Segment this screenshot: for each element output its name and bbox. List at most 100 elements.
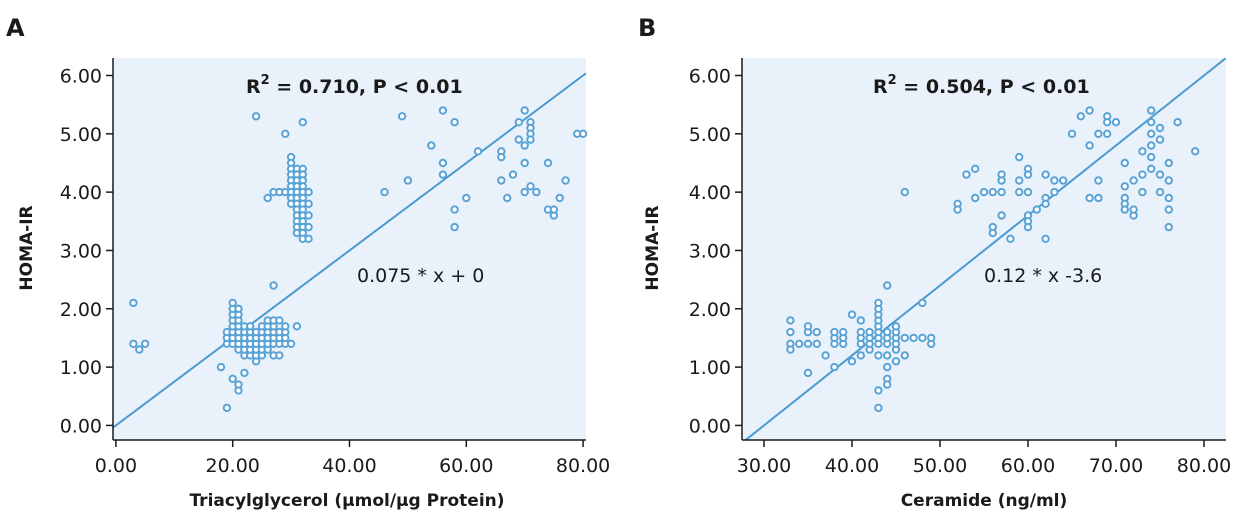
scatter-point xyxy=(1050,176,1059,185)
scatter-point xyxy=(246,322,255,331)
scatter-point xyxy=(1111,118,1121,127)
scatter-point xyxy=(830,362,839,372)
scatter-point xyxy=(856,327,865,337)
scatter-point xyxy=(240,368,249,378)
scatter-point xyxy=(1103,129,1112,139)
scatter-point xyxy=(1164,176,1174,185)
scatter-point xyxy=(1015,187,1024,197)
scatter-point xyxy=(997,187,1006,197)
y-axis-title-a: HOMA-IR xyxy=(17,205,37,290)
scatter-point xyxy=(281,322,290,331)
scatter-point xyxy=(874,298,883,308)
scatter-point xyxy=(1120,158,1130,168)
x-tick-label: 20.00 xyxy=(206,455,260,477)
x-tick-label: 30.00 xyxy=(737,455,791,477)
scatter-points-b xyxy=(786,106,1200,413)
scatter-point xyxy=(1155,187,1165,197)
scatter-point xyxy=(1173,118,1182,127)
scatter-point xyxy=(1032,205,1042,214)
scatter-point xyxy=(786,345,795,354)
scatter-point xyxy=(450,118,459,127)
scatter-point xyxy=(883,327,892,337)
scatter-point xyxy=(1050,187,1059,197)
scatter-point xyxy=(438,106,448,115)
scatter-point xyxy=(286,339,296,348)
scatter-point xyxy=(514,135,523,144)
scatter-point xyxy=(129,298,138,308)
x-tick-label: 40.00 xyxy=(825,455,879,477)
scatter-point xyxy=(1023,222,1033,232)
scatter-point xyxy=(1164,158,1174,168)
scatter-point xyxy=(497,176,506,185)
scatter-point xyxy=(874,351,883,360)
scatter-point xyxy=(812,327,821,337)
y-tick-label: 1.00 xyxy=(689,357,731,379)
scatter-point xyxy=(1129,205,1138,214)
annotation-prefix-b: R xyxy=(873,76,888,98)
panel-label-a: A xyxy=(6,14,25,42)
scatter-point xyxy=(1147,118,1156,127)
scatter-point xyxy=(1094,129,1103,139)
y-tick-label: 4.00 xyxy=(689,182,731,204)
scatter-point xyxy=(803,322,813,331)
scatter-point xyxy=(462,193,471,203)
scatter-point xyxy=(561,176,570,185)
scatter-point xyxy=(900,351,909,360)
scatter-point xyxy=(543,158,553,168)
x-tick-label: 40.00 xyxy=(322,455,376,477)
scatter-point xyxy=(883,281,892,290)
scatter-point xyxy=(1164,205,1174,214)
scatter-point xyxy=(1094,176,1103,185)
y-tick-label: 5.00 xyxy=(60,124,102,146)
scatter-point xyxy=(228,298,237,308)
y-tick-label: 3.00 xyxy=(60,240,102,262)
fit-line-layer-b xyxy=(744,58,1226,440)
scatter-point xyxy=(1094,193,1103,203)
scatter-point xyxy=(803,368,813,378)
scatter-point xyxy=(298,118,307,127)
panel-label-b: B xyxy=(638,14,656,42)
scatter-point xyxy=(304,187,313,197)
equation-label-a: 0.075 * x + 0 xyxy=(357,265,484,287)
x-tick-label: 50.00 xyxy=(913,455,967,477)
annotation-sup-b: 2 xyxy=(888,73,897,88)
fit-line-a xyxy=(113,72,586,429)
scatter-point xyxy=(275,316,284,325)
x-tick-label: 0.00 xyxy=(95,455,137,477)
scatter-point xyxy=(979,187,989,197)
scatter-point xyxy=(962,170,971,179)
scatter-point xyxy=(1164,222,1174,232)
scatter-point xyxy=(514,118,523,127)
scatter-point xyxy=(473,147,483,156)
scatter-point xyxy=(883,351,892,360)
scatter-point xyxy=(281,129,290,139)
scatter-point xyxy=(555,193,564,203)
scatter-point xyxy=(234,304,243,313)
scatter-point xyxy=(997,176,1006,185)
x-axis-title-b: Ceramide (ng/ml) xyxy=(901,491,1068,511)
scatter-point xyxy=(380,187,389,197)
r-squared-annotation-b: R2 = 0.504, P < 0.01 xyxy=(873,73,1090,98)
scatter-point xyxy=(304,199,313,209)
scatter-point xyxy=(971,164,980,174)
scatter-point xyxy=(1155,170,1165,179)
x-tick-label: 80.00 xyxy=(1177,455,1231,477)
y-tick-label: 6.00 xyxy=(60,65,102,87)
scatter-point xyxy=(883,380,892,389)
annotation-sup-a: 2 xyxy=(261,73,270,88)
scatter-point xyxy=(1015,176,1024,185)
scatter-point xyxy=(1138,170,1147,179)
fit-line-b xyxy=(744,58,1226,440)
scatter-point xyxy=(1155,135,1165,144)
scatter-point xyxy=(918,298,927,308)
scatter-point xyxy=(520,106,529,115)
scatter-point xyxy=(1023,170,1033,179)
scatter-point xyxy=(1147,141,1156,150)
scatter-point xyxy=(135,345,144,354)
scatter-point xyxy=(526,182,535,191)
scatter-point xyxy=(304,222,313,232)
y-tick-label: 3.00 xyxy=(689,240,731,262)
scatter-point xyxy=(1076,112,1086,121)
scatter-point xyxy=(1085,193,1094,203)
